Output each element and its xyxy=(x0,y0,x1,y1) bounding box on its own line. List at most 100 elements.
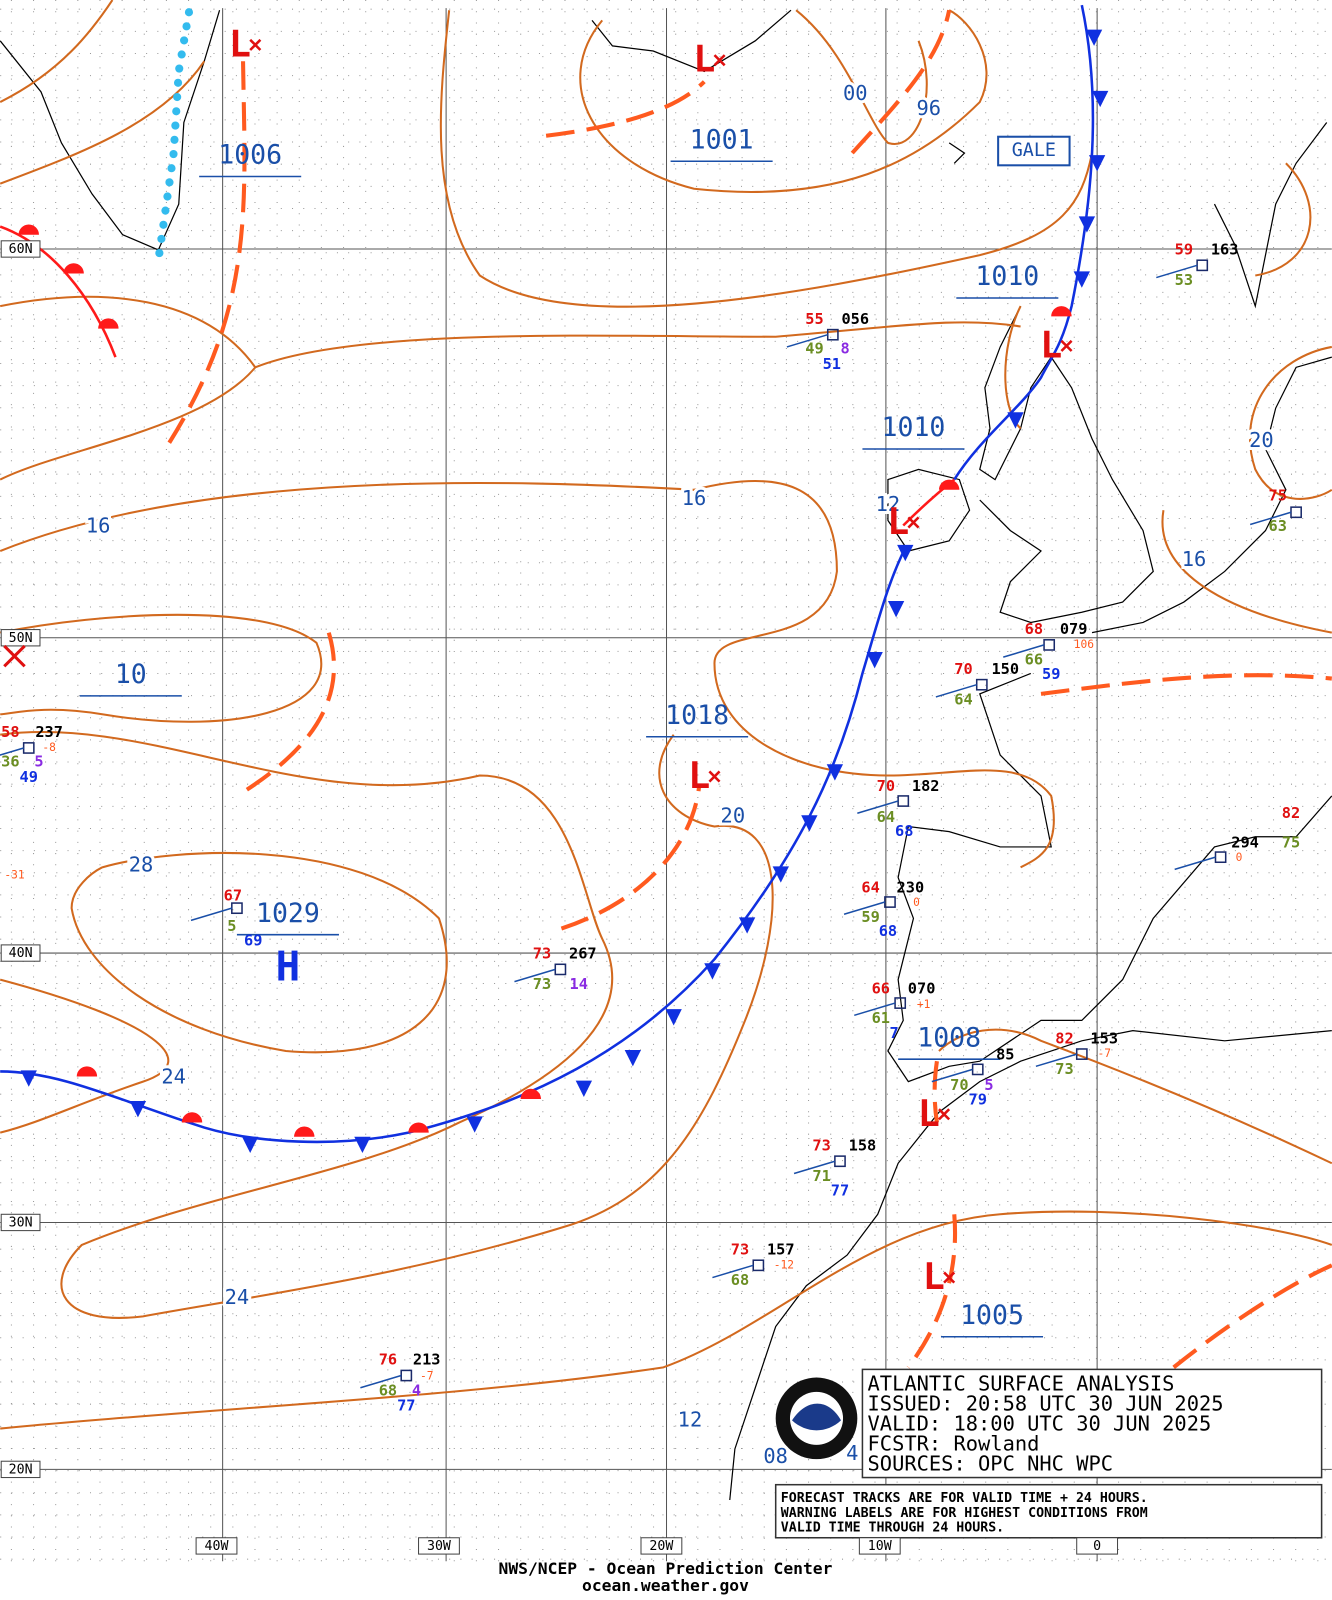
logo xyxy=(775,1377,858,1460)
footer-url: ocean.weather.gov xyxy=(582,1576,749,1595)
trough xyxy=(850,9,952,155)
isobar xyxy=(0,480,1055,869)
isobars xyxy=(0,0,1332,1430)
station-value: 106 xyxy=(1074,638,1095,651)
low-center: L xyxy=(229,22,251,65)
warm-front-pip xyxy=(181,1112,203,1123)
station-value: 267 xyxy=(569,945,597,963)
wind-barb xyxy=(712,1264,754,1279)
isobar xyxy=(0,1210,1332,1430)
station-value: 64 xyxy=(861,878,879,896)
low-x xyxy=(713,54,726,67)
station-value: 68 xyxy=(1025,620,1043,638)
note-box xyxy=(774,1483,1323,1539)
wind-barb xyxy=(793,1160,836,1175)
cold-front-pip xyxy=(1085,29,1103,46)
station-value: 77 xyxy=(397,1397,415,1415)
warm-front-pip xyxy=(63,263,84,274)
station-value: 70 xyxy=(950,1076,968,1094)
station-value: 73 xyxy=(1055,1060,1073,1078)
title-line: ISSUED: 20:58 UTC 30 JUN 2025 xyxy=(868,1392,1224,1416)
warm-front-pip xyxy=(938,479,960,490)
station-value: 7 xyxy=(889,1024,898,1042)
station-value: 70 xyxy=(954,660,972,678)
trough xyxy=(906,1214,958,1369)
station-value: 0 xyxy=(913,896,920,909)
lon-label-box xyxy=(640,1537,683,1555)
africa-coast xyxy=(729,1029,1332,1501)
norway-coast xyxy=(1213,122,1328,309)
station-value: 294 xyxy=(1231,833,1259,851)
low-x xyxy=(943,1271,956,1284)
lat-label-box xyxy=(0,1213,41,1232)
low-center: L xyxy=(887,500,909,543)
station-value: 150 xyxy=(991,660,1019,678)
station-value: 5 xyxy=(227,917,236,935)
low-center: L xyxy=(688,754,710,797)
cold-front-pip xyxy=(242,1136,259,1154)
station-value: 163 xyxy=(1211,241,1239,259)
warm-front-pip xyxy=(18,224,39,235)
lon-label: 20W xyxy=(649,1539,673,1554)
isobar xyxy=(0,0,114,103)
low-center: L xyxy=(1040,323,1062,366)
britain-coast xyxy=(979,305,1154,624)
title-box xyxy=(861,1368,1323,1479)
low-center: L xyxy=(923,1255,945,1298)
title-line: ATLANTIC SURFACE ANALYSIS xyxy=(868,1372,1175,1396)
isobar xyxy=(0,613,323,723)
station-value: 51 xyxy=(823,355,841,373)
cold-front-pip xyxy=(704,963,721,980)
wind-barb xyxy=(843,901,886,916)
isobar xyxy=(0,295,1021,481)
low-center: L xyxy=(693,38,715,81)
low-x xyxy=(907,516,920,529)
lon-label: 30W xyxy=(427,1539,451,1554)
wind-barb xyxy=(1156,264,1198,279)
cold-front-pip xyxy=(866,652,883,669)
pressure-center-label: 1029 xyxy=(256,898,320,929)
isobar xyxy=(1249,345,1332,500)
cold-front-pip xyxy=(1007,412,1024,429)
troughs xyxy=(154,8,1332,1369)
isobar xyxy=(439,10,1094,308)
system-x xyxy=(3,644,26,668)
station-value: 73 xyxy=(812,1136,830,1154)
wind-barb xyxy=(514,968,556,983)
front-symbols xyxy=(18,29,1109,1154)
lat-label-box xyxy=(0,944,41,962)
cold-front-pip xyxy=(897,544,914,562)
cold-front xyxy=(0,545,908,1144)
isobar-label: 00 xyxy=(843,81,868,105)
trough xyxy=(1172,1263,1332,1369)
isobar xyxy=(0,730,774,1319)
station-symbol xyxy=(1290,506,1302,519)
station-value: 070 xyxy=(908,979,936,997)
warm-front-pip xyxy=(98,318,119,329)
pressure-center-label: 1018 xyxy=(665,700,729,731)
isobar-label: 96 xyxy=(916,96,941,120)
trough xyxy=(545,80,706,138)
station-value: 79 xyxy=(969,1091,987,1109)
cold-front-pip xyxy=(354,1136,371,1154)
cold-front xyxy=(953,4,1095,481)
station-value: 66 xyxy=(1025,651,1043,669)
isobar xyxy=(795,9,928,145)
isobar-label: 24 xyxy=(161,1065,186,1089)
lon-label-box xyxy=(1076,1537,1119,1555)
isobar xyxy=(0,60,206,185)
station-value: 056 xyxy=(841,310,869,328)
lon-label-box xyxy=(858,1537,901,1555)
station-value: 63 xyxy=(1269,517,1287,535)
station-value: 079 xyxy=(1060,620,1088,638)
station-value: -7 xyxy=(420,1370,434,1383)
wind-barb xyxy=(786,333,828,348)
cold-front-pip xyxy=(624,1050,641,1067)
station-value: 68 xyxy=(731,1271,749,1289)
station-value: -12 xyxy=(774,1258,794,1271)
isobar-label: 24 xyxy=(225,1285,250,1309)
station-value: 5 xyxy=(34,753,43,771)
cold-front-pip xyxy=(466,1116,483,1133)
station-value: 61 xyxy=(872,1009,890,1027)
